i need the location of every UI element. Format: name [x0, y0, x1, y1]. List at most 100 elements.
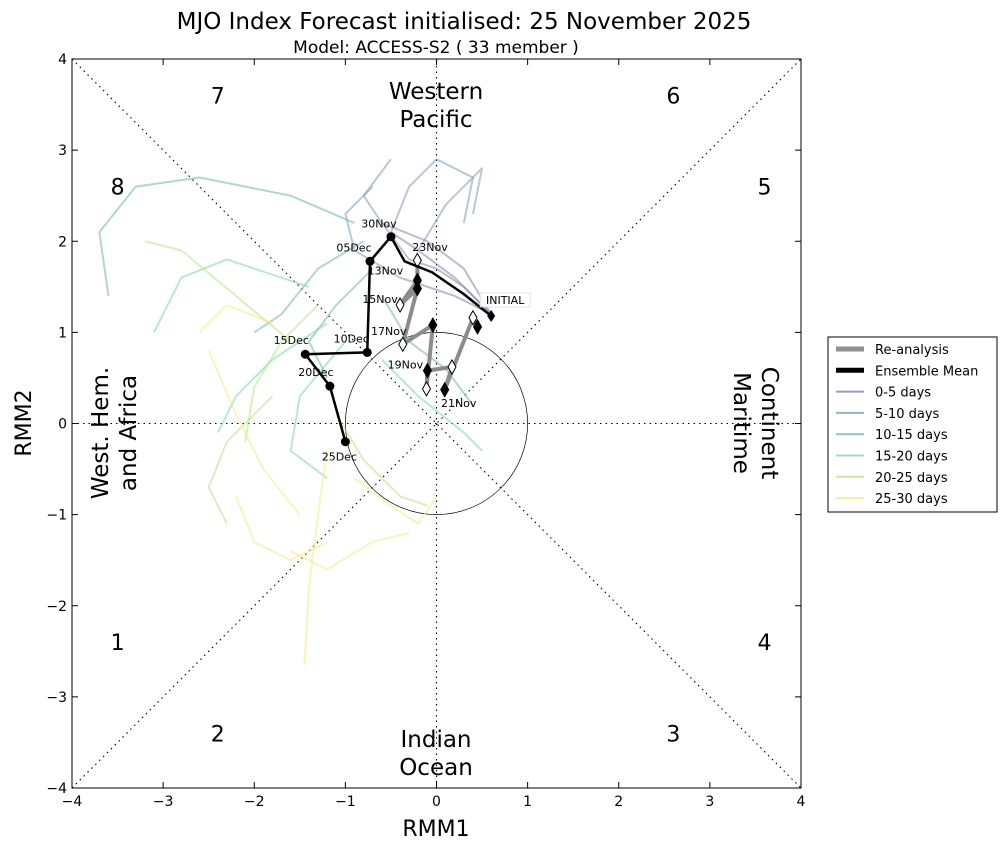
y-tick-label: −1 [46, 508, 67, 524]
legend-label: Re-analysis [875, 343, 949, 358]
member-track [216, 322, 328, 434]
member-track [335, 413, 428, 507]
initial-label-box [479, 292, 531, 308]
phase-label-8: 8 [111, 176, 125, 201]
y-tick-label: 0 [58, 417, 67, 433]
region-bottom-line2: Ocean [399, 755, 473, 781]
member-track [153, 258, 310, 333]
reanalysis-date-label: 15Nov [362, 293, 398, 306]
region-left-line1: West. Hem. [88, 367, 114, 499]
initial-marker [487, 309, 496, 322]
region-top-line1: Western [389, 79, 483, 105]
region-left-line2: and Africa [116, 375, 142, 491]
x-tick-label: 2 [614, 794, 623, 810]
phase-divider-lines [71, 58, 802, 789]
reanalysis-date-label: 13Nov [368, 264, 404, 277]
ensemble-date-label: 05Dec [336, 241, 371, 254]
y-tick-label: −4 [46, 781, 67, 797]
x-tick-label: −3 [153, 794, 174, 810]
x-tick-label: 3 [705, 794, 714, 810]
reanalysis-marker [412, 280, 422, 297]
member-track [207, 395, 274, 525]
ensemble-mean-marker [300, 349, 310, 359]
initial-label: INITIAL [486, 294, 525, 307]
phase-label-4: 4 [758, 631, 772, 656]
member-track [244, 304, 319, 442]
x-tick-label: −1 [335, 794, 356, 810]
reanalysis-marker [468, 309, 478, 326]
reanalysis-line [398, 260, 480, 392]
reanalysis-date-label: 21Nov [441, 397, 477, 410]
phase-labels: 1 2 3 4 5 6 7 8 [111, 84, 772, 747]
chart-subtitle: Model: ACCESS-S2 ( 33 member ) [293, 38, 579, 58]
ensemble-mean-marker [362, 347, 372, 357]
phase-label-3: 3 [666, 722, 680, 747]
divider-line-0 [71, 58, 802, 789]
reanalysis-marker [412, 272, 422, 289]
phase-label-1: 1 [111, 631, 125, 656]
legend-label: 25-30 days [875, 492, 948, 507]
x-axis-label: RMM1 [402, 817, 469, 842]
reanalysis-marker [398, 336, 408, 353]
region-top-line2: Pacific [399, 107, 472, 133]
x-tick-label: 1 [523, 794, 532, 810]
legend-label: Ensemble Mean [875, 364, 978, 379]
x-tick-label: −2 [244, 794, 265, 810]
x-tick-label: −4 [62, 794, 83, 810]
y-tick-label: 2 [58, 234, 67, 250]
legend: Re-analysis Ensemble Mean 0-5 days 5-10 day… [827, 336, 998, 513]
ensemble-date-label: 25Dec [322, 451, 357, 464]
member-track [144, 240, 292, 343]
phase-label-7: 7 [211, 84, 225, 109]
reanalysis-series: 21Nov 19Nov 17Nov 15Nov 13Nov [362, 252, 483, 410]
member-track [408, 258, 492, 315]
member-track [390, 158, 474, 233]
y-axis-label: RMM2 [12, 389, 37, 456]
phase-label-5: 5 [758, 176, 772, 201]
member-track [98, 176, 355, 297]
member-track [303, 450, 329, 666]
ensemble-date-label: 10Dec [334, 332, 369, 345]
member-track [289, 340, 347, 479]
legend-entries: Re-analysis Ensemble Mean 0-5 days 5-10 day… [836, 343, 978, 507]
ensemble-mean-series: INITIAL 30Nov 05Dec 10Dec 15Dec 20Dec 25Dec 23N… [274, 218, 531, 464]
ensemble-mean-line [304, 235, 492, 443]
phase-label-6: 6 [666, 84, 680, 109]
y-tick-label: 3 [58, 143, 67, 159]
chart-title: MJO Index Forecast initialised: 25 Novem… [177, 9, 752, 35]
reanalysis-date-label: 19Nov [388, 359, 424, 372]
region-right-line2: Continent [756, 367, 782, 479]
y-tick-label: 1 [58, 325, 67, 341]
legend-label: 20-25 days [875, 471, 948, 486]
reanalysis-marker [440, 381, 450, 398]
reanalysis-marker [395, 297, 405, 314]
legend-label: 15-20 days [875, 450, 948, 465]
y-tick-label: 4 [58, 52, 67, 68]
member-track [353, 477, 438, 525]
ensemble-members [98, 158, 493, 666]
unit-circle [345, 332, 528, 515]
ensemble-date-label: 20Dec [298, 366, 333, 379]
y-tick-label: −2 [46, 599, 67, 615]
reanalysis-marker [421, 380, 432, 397]
reanalysis-marker [447, 358, 457, 376]
y-tick-label: −3 [46, 690, 67, 706]
ensemble-date-label: 15Dec [274, 334, 309, 347]
ensemble-mean-marker [365, 256, 375, 266]
divider-line-1 [71, 58, 802, 789]
ensemble-mean-marker [386, 232, 396, 242]
reanalysis-date-label: 17Nov [371, 325, 407, 338]
member-track [381, 359, 483, 452]
reanalysis-marker [428, 317, 438, 334]
member-track [362, 158, 410, 261]
date-label-23nov: 23Nov [412, 241, 448, 254]
member-track [290, 531, 410, 571]
member-track [235, 496, 328, 562]
member-track [207, 350, 301, 516]
legend-box [827, 336, 998, 513]
ensemble-mean-marker [340, 437, 350, 447]
phase-label-2: 2 [211, 722, 225, 747]
x-tick-label: 0 [432, 794, 441, 810]
